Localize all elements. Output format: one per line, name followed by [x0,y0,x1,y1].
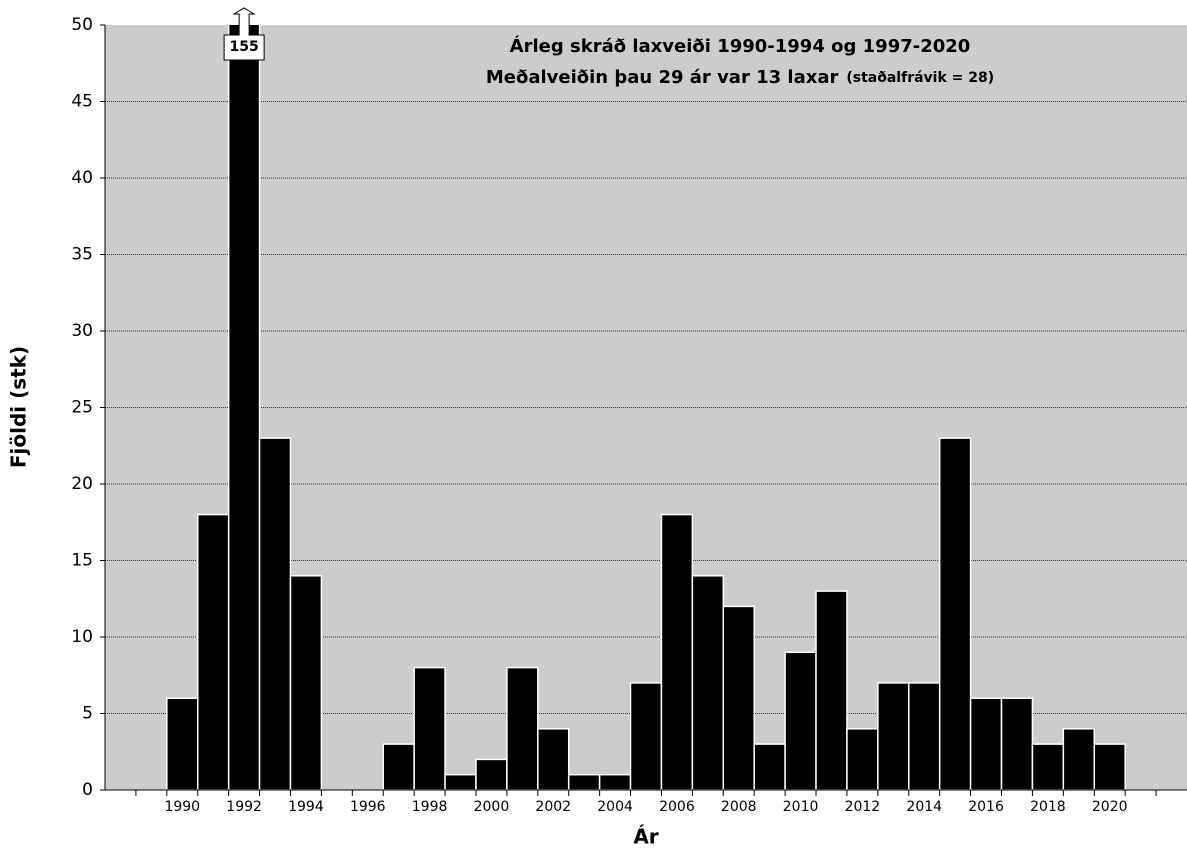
bar [722,605,755,790]
bar [1031,743,1065,790]
y-tick-label: 25 [71,398,93,418]
x-tick-label: 2012 [845,799,881,815]
bar [691,575,725,790]
x-tick-label: 1992 [226,799,262,815]
subtitle: Meðalveiðin þau 29 ár var 13 laxar [486,67,839,88]
y-axis-label: Fjöldi (stk) [7,346,31,468]
x-tick-label: 2000 [474,799,510,815]
y-tick-label: 40 [71,168,93,188]
y-tick-label: 5 [82,704,93,724]
bar [1000,697,1034,790]
bar [815,590,848,790]
bar [629,682,663,790]
bar [289,575,323,790]
bar [877,682,910,790]
x-tick-label: 2008 [721,799,757,815]
bar [938,437,972,790]
y-tick-label: 35 [71,245,93,265]
x-tick-label: 2006 [659,799,695,815]
y-tick-label: 10 [71,627,93,647]
bar [413,666,446,790]
bar [166,697,199,790]
value-label: 155 [229,39,258,55]
bar [537,728,570,790]
bar [567,773,601,790]
chart-title: Árleg skráð laxveiði 1990-1994 og 1997-2… [510,35,971,57]
bar [969,697,1003,790]
x-tick-label: 1998 [412,799,448,815]
y-tick-label: 20 [71,474,93,494]
x-tick-label: 2014 [906,799,942,815]
y-tick-label: 45 [71,92,93,112]
x-tick-label: 2020 [1092,799,1128,815]
bar [1062,728,1096,790]
x-tick-label: 1990 [164,799,200,815]
y-tick-label: 0 [82,780,93,800]
x-tick-label: 1996 [350,799,386,815]
bar [196,513,230,790]
x-axis-label: Ár [633,825,658,849]
bar [227,25,261,790]
subtitle-note: (staðalfrávik = 28) [846,70,994,86]
bar [598,773,632,790]
bar [908,682,941,790]
bar [753,743,786,790]
bars [166,25,1126,790]
bar [846,728,879,790]
overflow-arrow [223,7,265,61]
bar [784,651,817,790]
bar [382,743,415,790]
y-tick-label: 15 [71,551,93,571]
x-tick-label: 2016 [968,799,1004,815]
bar [258,437,292,790]
x-tick-label: 2018 [1030,799,1066,815]
bar [1093,743,1126,790]
y-tick-label: 30 [71,321,93,341]
x-tick-label: 2010 [783,799,819,815]
y-tick-label: 50 [71,15,93,35]
x-tick-label: 1994 [288,799,324,815]
bar [506,666,539,790]
bar [444,773,477,790]
bar [660,513,694,790]
bar [475,758,508,790]
x-tick-label: 2004 [597,799,633,815]
chart-subtitle: Meðalveiðin þau 29 ár var 13 laxar (staða… [486,67,994,88]
x-tick-label: 2002 [535,799,571,815]
